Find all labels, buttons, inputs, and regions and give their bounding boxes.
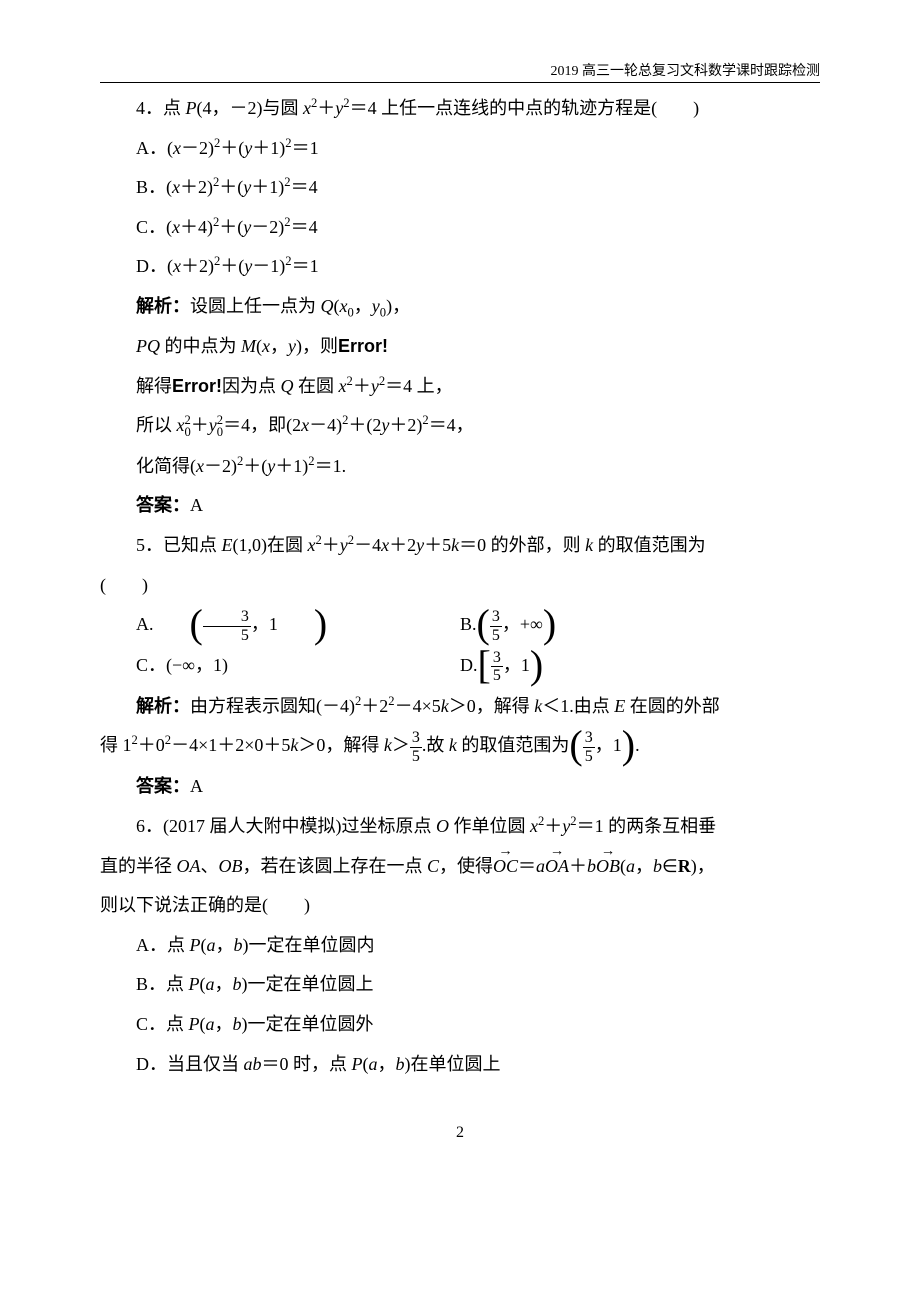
q6-stem-line3: 则以下说法正确的是( ) bbox=[100, 886, 820, 926]
q4-stem-prefix: 4．点 bbox=[136, 98, 186, 118]
q5-option-d: D.[35，1) bbox=[460, 646, 820, 687]
q5-answer: 答案：A bbox=[100, 767, 820, 807]
q5-d-prefix: D. bbox=[460, 655, 478, 675]
q6-option-a: A．点 P(a，b)一定在单位圆内 bbox=[100, 926, 820, 966]
q5-a-prefix: A. bbox=[136, 614, 154, 634]
page: 2019 高三一轮总复习文科数学课时跟踪检测 4．点 P(4，－2)与圆 x2＋… bbox=[0, 0, 920, 1302]
vector-oc: OC bbox=[493, 847, 518, 887]
q5-solution-line1: 解析：由方程表示圆知(－4)2＋22－4×5k＞0，解得 k＜1.由点 E 在圆… bbox=[100, 687, 820, 727]
q4-solution-line4: 所以 x20＋y20＝4，即(2x－4)2＋(2y＋2)2＝4， bbox=[100, 406, 820, 446]
q5-solution-line2: 得 12＋02－4×1＋2×0＋5k＞0，解得 k＞35.故 k 的取值范围为(… bbox=[100, 726, 820, 767]
error-placeholder: Error! bbox=[338, 336, 388, 356]
q6-option-b: B．点 P(a，b)一定在单位圆上 bbox=[100, 965, 820, 1005]
q4-point: P bbox=[186, 98, 197, 118]
frac-den: 5 bbox=[203, 627, 251, 645]
frac-num-b: 3 bbox=[490, 608, 502, 627]
q5-ans-label: 答案： bbox=[136, 776, 190, 796]
q4-solution-line3: 解得Error!因为点 Q 在圆 x2＋y2＝4 上， bbox=[100, 367, 820, 407]
q6-stem-line1: 6．(2017 届人大附中模拟)过坐标原点 O 作单位圆 x2＋y2＝1 的两条… bbox=[100, 807, 820, 847]
frac-den-d: 5 bbox=[491, 667, 503, 685]
q5-options-row1: A.(35，1) B.(35，+∞) bbox=[100, 605, 820, 646]
q5-stem-tail: ( ) bbox=[100, 566, 820, 606]
content-body: 4．点 P(4，－2)与圆 x2＋y2＝4 上任一点连线的中点的轨迹方程是( )… bbox=[100, 89, 820, 1084]
q5-sol-label: 解析： bbox=[136, 696, 190, 716]
page-header: 2019 高三一轮总复习文科数学课时跟踪检测 bbox=[100, 60, 820, 83]
q5-stem: 5．已知点 E(1,0)在圆 x2＋y2－4x＋2y＋5k＝0 的外部，则 k … bbox=[100, 526, 820, 566]
real-set: R bbox=[678, 856, 691, 876]
q4-answer-value: A bbox=[190, 495, 203, 515]
error-placeholder-2: Error! bbox=[172, 376, 222, 396]
q5-option-b: B.(35，+∞) bbox=[460, 605, 820, 646]
page-number: 2 bbox=[100, 1124, 820, 1142]
q4-stem-suffix: 上任一点连线的中点的轨迹方程是 bbox=[377, 98, 652, 118]
q6-option-c: C．点 P(a，b)一定在单位圆外 bbox=[100, 1005, 820, 1045]
q4-stem: 4．点 P(4，－2)与圆 x2＋y2＝4 上任一点连线的中点的轨迹方程是( ) bbox=[100, 89, 820, 129]
solution-label: 解析： bbox=[136, 296, 190, 316]
q4-sol3a: 解得 bbox=[136, 376, 172, 396]
vector-oa: OA bbox=[545, 847, 569, 887]
q5-option-c: C．(−∞，1) bbox=[100, 646, 460, 687]
q4-option-b: B．(x＋2)2＋(y＋1)2＝4 bbox=[100, 168, 820, 208]
q5-a-tail: ，1 bbox=[251, 614, 278, 634]
q5-option-a: A.(35，1) bbox=[100, 605, 460, 646]
q5-d-tail: ，1 bbox=[503, 655, 530, 675]
q6-stem-line2: 直的半径 OA、OB，若在该圆上存在一点 C，使得OC＝aOA＋bOB(a，b∈… bbox=[100, 847, 820, 887]
header-text: 2019 高三一轮总复习文科数学课时跟踪检测 bbox=[551, 64, 821, 79]
q4-option-c: C．(x＋4)2＋(y－2)2＝4 bbox=[100, 208, 820, 248]
q4-option-a: A．(x－2)2＋(y＋1)2＝1 bbox=[100, 129, 820, 169]
vector-ob: OB bbox=[596, 847, 620, 887]
frac-num: 3 bbox=[203, 608, 251, 627]
q4-stem-mid: 与圆 bbox=[263, 98, 304, 118]
frac-num-d: 3 bbox=[491, 649, 503, 668]
q4-solution-line2: PQ 的中点为 M(x，y)，则Error! bbox=[100, 327, 820, 367]
q5-b-tail: ，+∞ bbox=[502, 614, 543, 634]
q5-options-row2: C．(−∞，1) D.[35，1) bbox=[100, 646, 820, 687]
q6-option-d: D．当且仅当 ab＝0 时，点 P(a，b)在单位圆上 bbox=[100, 1045, 820, 1085]
q4-answer: 答案：A bbox=[100, 486, 820, 526]
q5-answer-value: A bbox=[190, 776, 203, 796]
q4-option-d: D．(x＋2)2＋(y－1)2＝1 bbox=[100, 247, 820, 287]
answer-label: 答案： bbox=[136, 495, 190, 515]
frac-den-b: 5 bbox=[490, 627, 502, 645]
q4-solution-line1: 解析：设圆上任一点为 Q(x0，y0)， bbox=[100, 287, 820, 327]
q5-b-prefix: B. bbox=[460, 614, 477, 634]
q4-solution-line5: 化简得(x－2)2＋(y＋1)2＝1. bbox=[100, 447, 820, 487]
